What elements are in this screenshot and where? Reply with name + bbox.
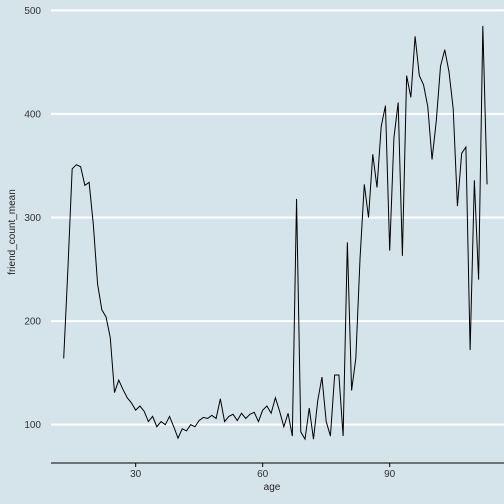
y-axis-title: friend_count_mean (7, 189, 18, 275)
y-tick-label-500: 500 (24, 6, 41, 17)
y-axis: 100 200 300 400 500 (24, 6, 41, 431)
x-tick-label-30: 30 (130, 469, 142, 480)
y-tick-label-300: 300 (24, 213, 41, 224)
y-tick-label-400: 400 (24, 109, 41, 120)
y-tick-label-200: 200 (24, 317, 41, 328)
x-axis-title: age (264, 482, 281, 493)
series-line (63, 25, 488, 441)
x-tick-label-60: 60 (257, 469, 269, 480)
x-axis: 30 60 90 (130, 463, 396, 480)
x-tick-label-90: 90 (384, 469, 396, 480)
y-tick-label-100: 100 (24, 420, 41, 431)
plot-panel (51, 0, 504, 463)
